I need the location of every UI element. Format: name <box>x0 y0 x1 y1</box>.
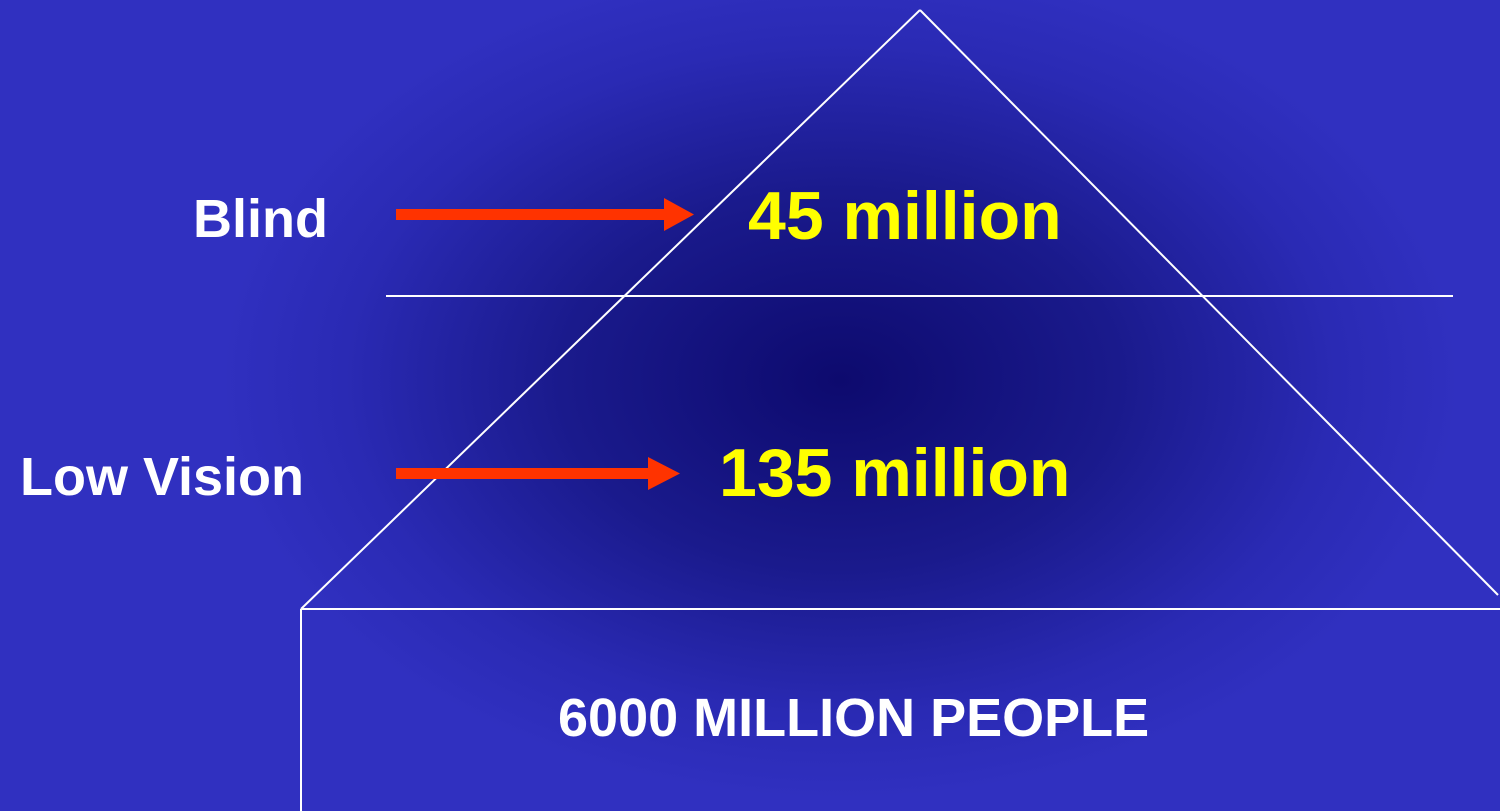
base-value: 6000 MILLION PEOPLE <box>558 688 1150 748</box>
pyramid-right-edge <box>919 9 1499 596</box>
low-vision-value: 135 million <box>719 435 1071 511</box>
blind-value: 45 million <box>748 178 1062 254</box>
pyramid-left-edge <box>300 9 921 610</box>
low-vision-arrow <box>396 457 680 490</box>
low-vision-label: Low Vision <box>20 447 305 507</box>
blind-label: Blind <box>193 189 328 249</box>
blind-arrow <box>396 198 694 231</box>
